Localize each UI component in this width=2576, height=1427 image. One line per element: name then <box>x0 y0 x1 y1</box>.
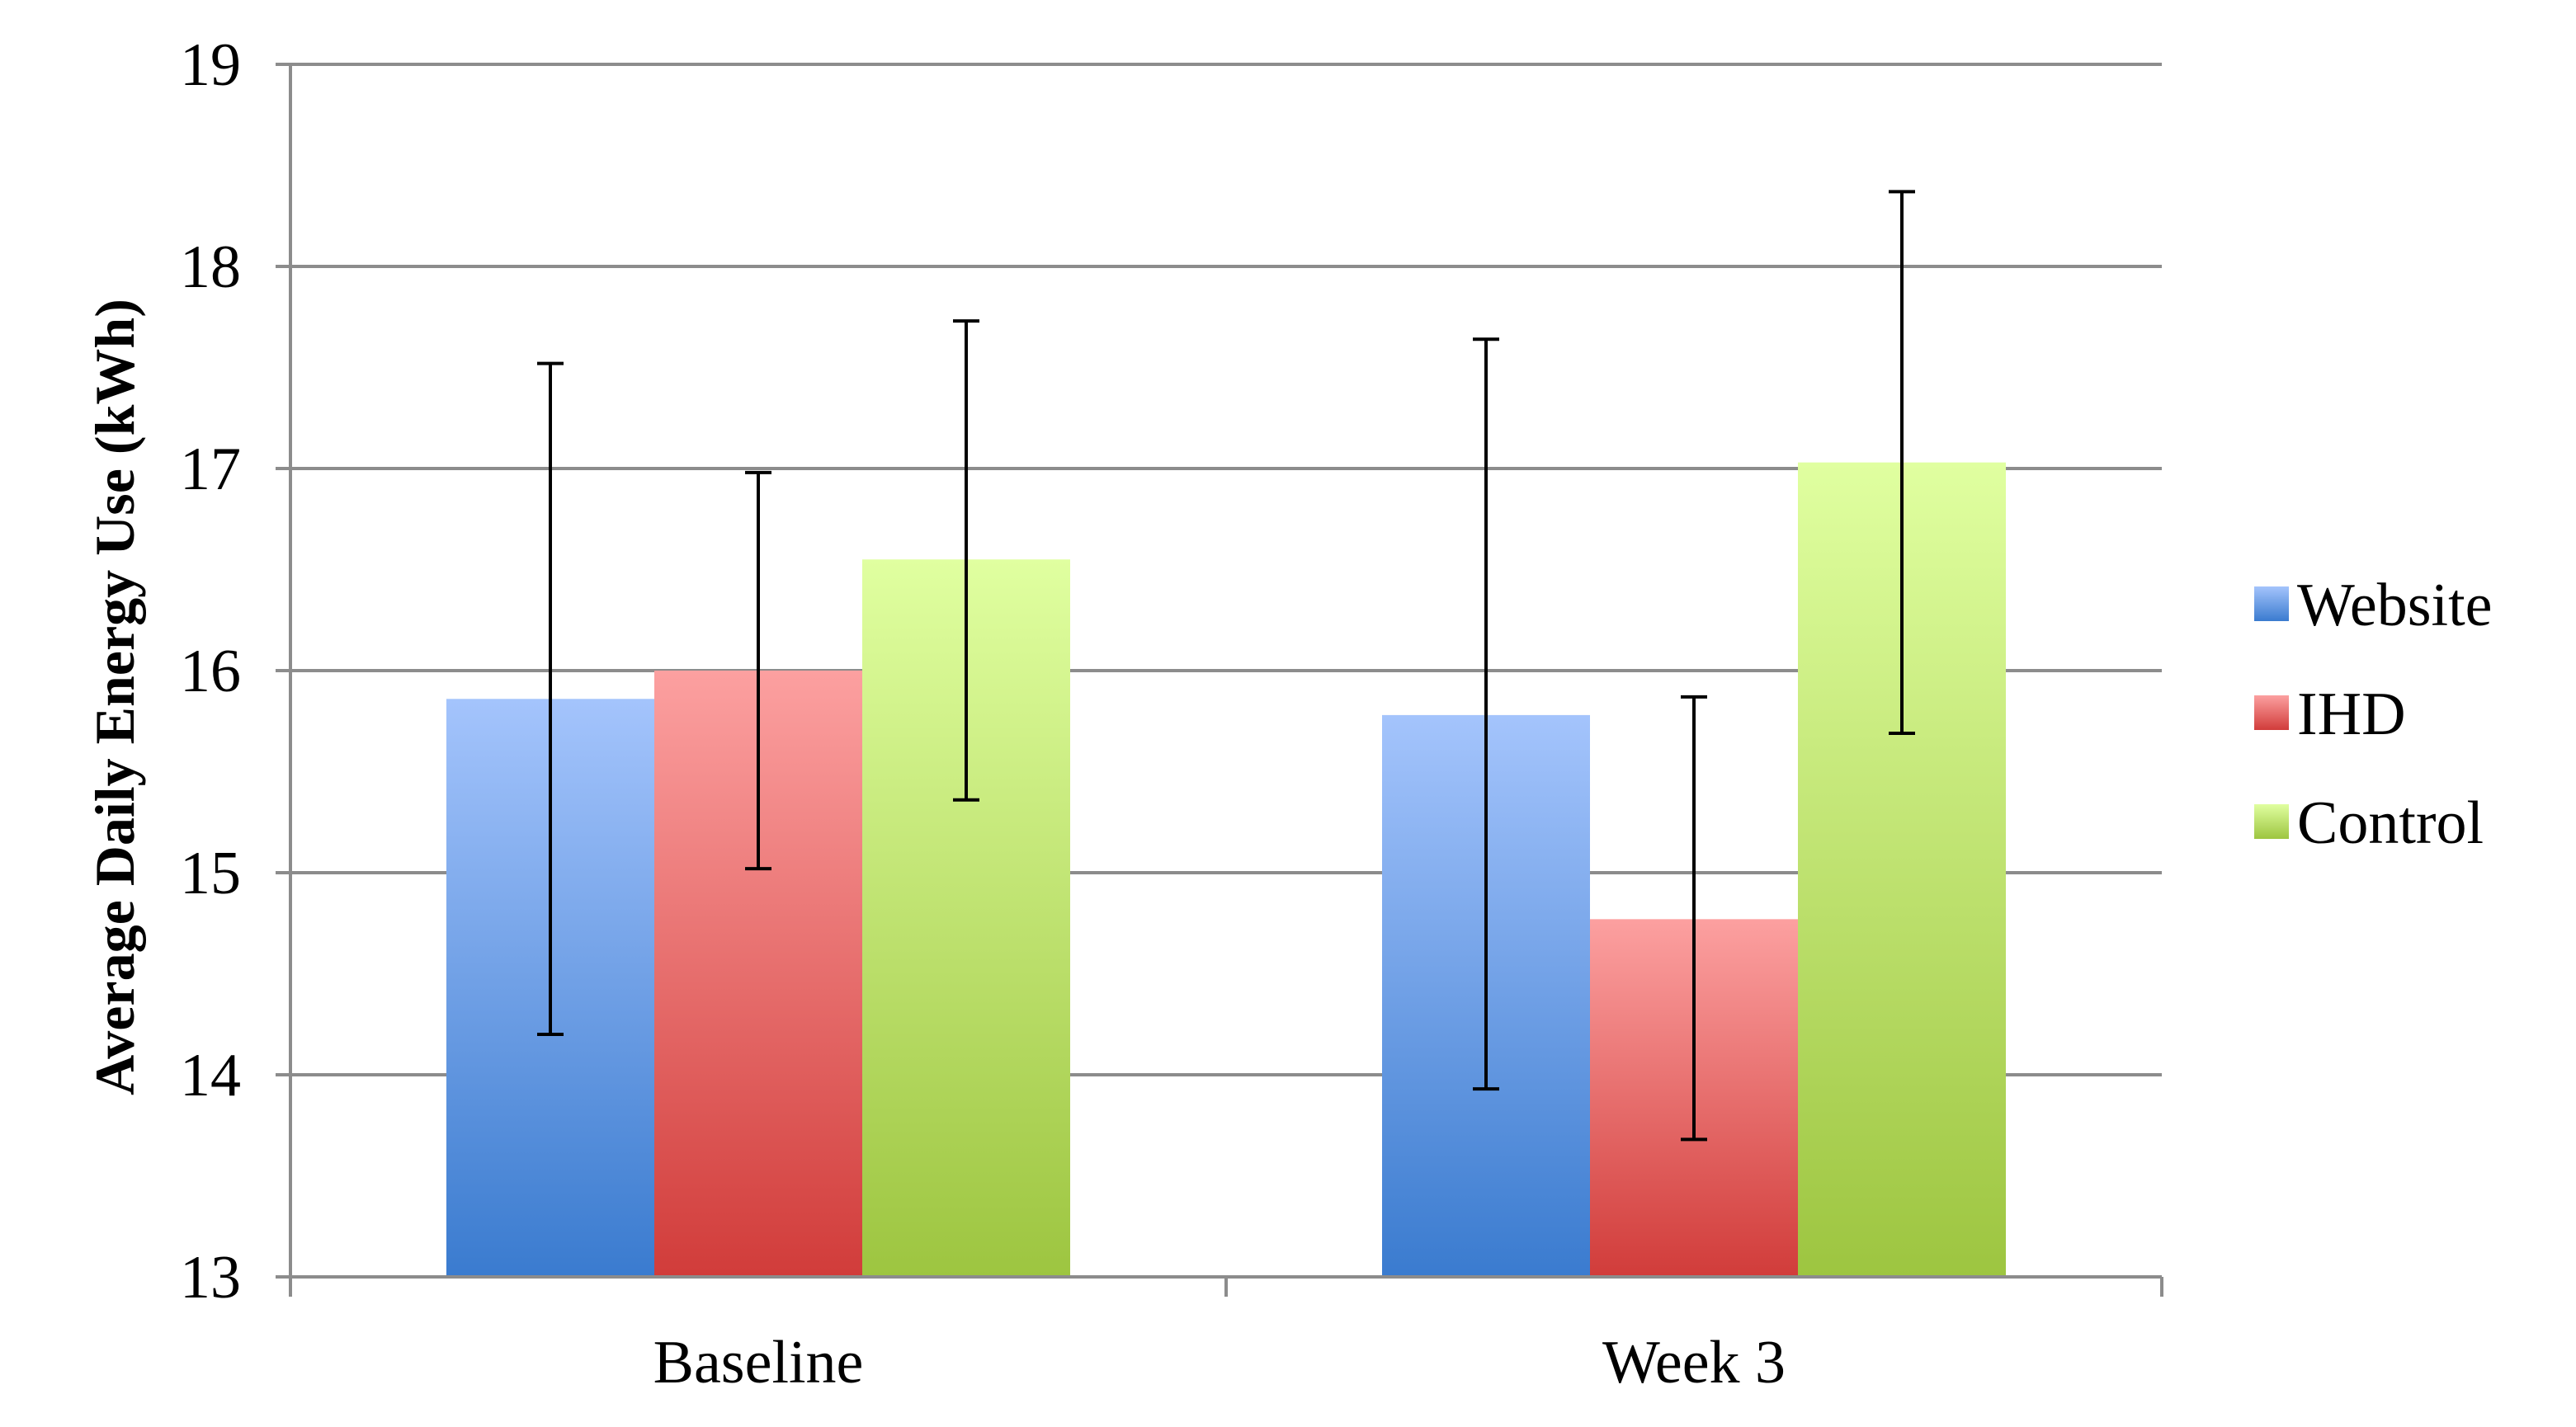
legend-swatch <box>2254 695 2289 730</box>
y-tick-label: 15 <box>180 840 241 907</box>
error-bar-website-1 <box>1473 337 1499 1091</box>
bars <box>446 462 2006 1277</box>
axes: 13 14 15 16 17 18 19 Baseline Week 3 <box>180 31 2163 1396</box>
error-bar-website-0 <box>537 361 564 1036</box>
y-tick-label: 13 <box>180 1244 241 1312</box>
x-tick-label: Baseline <box>653 1329 864 1396</box>
y-tick-label: 16 <box>180 638 241 705</box>
legend-label: Control <box>2297 789 2484 857</box>
x-tick-label: Week 3 <box>1602 1329 1786 1396</box>
error-bar-ihd-1 <box>1681 695 1707 1142</box>
legend: Website IHD Control <box>2254 572 2493 857</box>
y-tick-label: 19 <box>180 31 241 99</box>
legend-item-control: Control <box>2254 789 2484 857</box>
legend-swatch <box>2254 586 2289 621</box>
error-bars <box>537 190 1915 1142</box>
legend-swatch <box>2254 804 2289 839</box>
y-tick-label: 17 <box>180 436 241 503</box>
error-bar-control-0 <box>953 319 979 802</box>
y-tick-label: 14 <box>180 1042 241 1109</box>
legend-item-ihd: IHD <box>2254 681 2406 748</box>
y-tick-label: 18 <box>180 233 241 301</box>
error-bar-control-1 <box>1889 190 1915 735</box>
legend-item-website: Website <box>2254 572 2493 639</box>
legend-label: Website <box>2297 572 2493 639</box>
y-axis-title: Average Daily Energy Use (kWh) <box>83 299 146 1095</box>
error-bar-ihd-0 <box>745 470 771 871</box>
legend-label: IHD <box>2297 681 2406 748</box>
